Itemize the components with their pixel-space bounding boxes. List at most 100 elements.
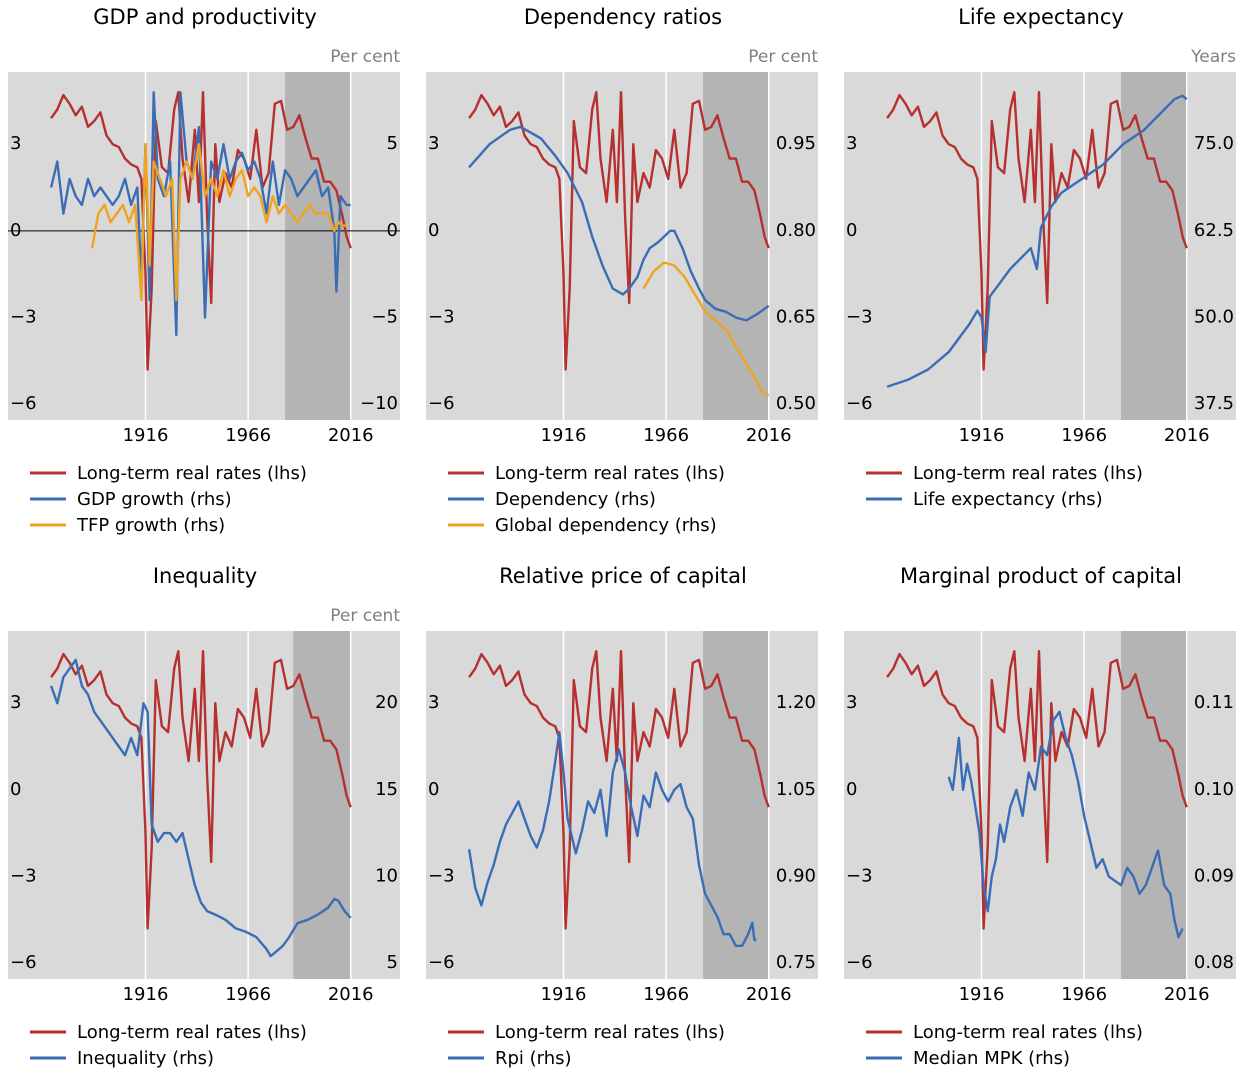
y-tick-label: 0 — [10, 220, 21, 241]
legend-label: Inequality (rhs) — [77, 1048, 214, 1069]
y2-tick-label: 0.50 — [776, 393, 816, 414]
y2-tick-label: 10 — [375, 865, 398, 886]
x-tick-label: 2016 — [746, 425, 792, 446]
y-tick-label: 0 — [428, 220, 439, 241]
y-tick-label: 0 — [846, 779, 857, 800]
y2-tick-label: 0.11 — [1194, 692, 1234, 713]
series-line — [886, 94, 1188, 388]
unit-label: Per cent — [330, 47, 400, 67]
series-line — [947, 710, 1184, 939]
series-line — [467, 730, 757, 947]
legend-label: TFP growth (rhs) — [76, 515, 225, 536]
y2-tick-label: 0.65 — [776, 306, 816, 327]
series-line — [49, 91, 351, 336]
panel: Dependency ratios Per cent 1916 1966 2016 −6 −… — [426, 5, 818, 536]
y-tick-label: 3 — [10, 133, 21, 154]
y-tick-label: 3 — [846, 133, 857, 154]
legend-label: Long-term real rates (lhs) — [77, 1022, 307, 1043]
y2-tick-label: 0.75 — [776, 952, 816, 973]
y-tick-label: −3 — [846, 306, 873, 327]
x-tick-label: 2016 — [328, 984, 374, 1005]
x-tick-label: 1916 — [959, 425, 1005, 446]
y2-tick-label: 0.08 — [1194, 952, 1234, 973]
y-tick-label: −3 — [10, 306, 37, 327]
y-tick-label: −3 — [10, 865, 37, 886]
panel: Marginal product of capital 1916 1966 2016 −… — [844, 564, 1236, 1069]
y2-tick-label: 62.5 — [1194, 220, 1234, 241]
legend-label: Long-term real rates (lhs) — [913, 1022, 1143, 1043]
panel: GDP and productivity Per cent 1916 1966 2016… — [8, 5, 400, 536]
y2-tick-label: −10 — [360, 393, 398, 414]
x-tick-label: 1916 — [541, 425, 587, 446]
y2-tick-label: 0.10 — [1194, 779, 1234, 800]
x-tick-label: 1966 — [1061, 984, 1107, 1005]
y-tick-label: 0 — [10, 779, 21, 800]
y-tick-label: −3 — [846, 865, 873, 886]
y-tick-label: 3 — [10, 692, 21, 713]
x-tick-label: 2016 — [1164, 425, 1210, 446]
legend-label: Dependency (rhs) — [495, 489, 656, 510]
y2-tick-label: 1.05 — [776, 779, 816, 800]
legend-label: Life expectancy (rhs) — [913, 489, 1103, 510]
y-tick-label: 3 — [846, 692, 857, 713]
unit-label: Per cent — [330, 606, 400, 626]
legend-label: GDP growth (rhs) — [77, 489, 232, 510]
series-line — [468, 91, 770, 371]
x-tick-label: 1966 — [643, 425, 689, 446]
y-tick-label: −6 — [10, 393, 37, 414]
shaded-period — [703, 72, 769, 420]
panel-title: Marginal product of capital — [900, 564, 1182, 588]
x-tick-label: 1916 — [123, 984, 169, 1005]
unit-label: Per cent — [748, 47, 818, 67]
legend-label: Rpi (rhs) — [495, 1048, 572, 1069]
x-tick-label: 1916 — [541, 984, 587, 1005]
legend-label: Median MPK (rhs) — [913, 1048, 1070, 1069]
y2-tick-label: 0 — [387, 220, 398, 241]
y2-tick-label: 37.5 — [1194, 393, 1234, 414]
panel-title: Life expectancy — [958, 5, 1124, 29]
y2-tick-label: 5 — [387, 133, 398, 154]
panel-title: Relative price of capital — [499, 564, 747, 588]
x-tick-label: 1966 — [225, 984, 271, 1005]
legend-label: Global dependency (rhs) — [495, 515, 717, 536]
shaded-period — [703, 631, 769, 979]
legend-label: Long-term real rates (lhs) — [913, 463, 1143, 484]
y-tick-label: −6 — [428, 393, 455, 414]
unit-label: Years — [1190, 47, 1236, 67]
shaded-period — [1121, 72, 1187, 420]
y-tick-label: −3 — [428, 865, 455, 886]
y2-tick-label: 75.0 — [1194, 133, 1234, 154]
legend-label: Long-term real rates (lhs) — [77, 463, 307, 484]
y-tick-label: −6 — [10, 952, 37, 973]
y2-tick-label: 50.0 — [1194, 306, 1234, 327]
y-tick-label: 0 — [846, 220, 857, 241]
y2-tick-label: 0.09 — [1194, 865, 1234, 886]
y-tick-label: −3 — [428, 306, 455, 327]
y-tick-label: 3 — [428, 692, 439, 713]
panel: Inequality Per cent 1916 1966 2016 −6 −3 0 3 5 10 1… — [8, 564, 400, 1069]
series-line — [642, 261, 770, 397]
x-tick-label: 1966 — [1061, 425, 1107, 446]
x-tick-label: 1916 — [959, 984, 1005, 1005]
y2-tick-label: 1.20 — [776, 692, 816, 713]
x-tick-label: 2016 — [1164, 984, 1210, 1005]
y-tick-label: −6 — [428, 952, 455, 973]
series-line — [886, 91, 1188, 371]
legend-label: Long-term real rates (lhs) — [495, 463, 725, 484]
y2-tick-label: 20 — [375, 692, 398, 713]
y2-tick-label: 15 — [375, 779, 398, 800]
y2-tick-label: 0.90 — [776, 865, 816, 886]
series-line — [886, 650, 1188, 930]
y2-tick-label: −5 — [371, 306, 398, 327]
panel-title: Dependency ratios — [524, 5, 722, 29]
series-line — [50, 650, 352, 930]
x-tick-label: 1966 — [643, 984, 689, 1005]
series-line — [49, 658, 352, 958]
series-line — [468, 125, 770, 322]
x-tick-label: 2016 — [746, 984, 792, 1005]
y-tick-label: 3 — [428, 133, 439, 154]
x-tick-label: 2016 — [328, 425, 374, 446]
y2-tick-label: 0.80 — [776, 220, 816, 241]
shaded-period — [285, 72, 351, 420]
